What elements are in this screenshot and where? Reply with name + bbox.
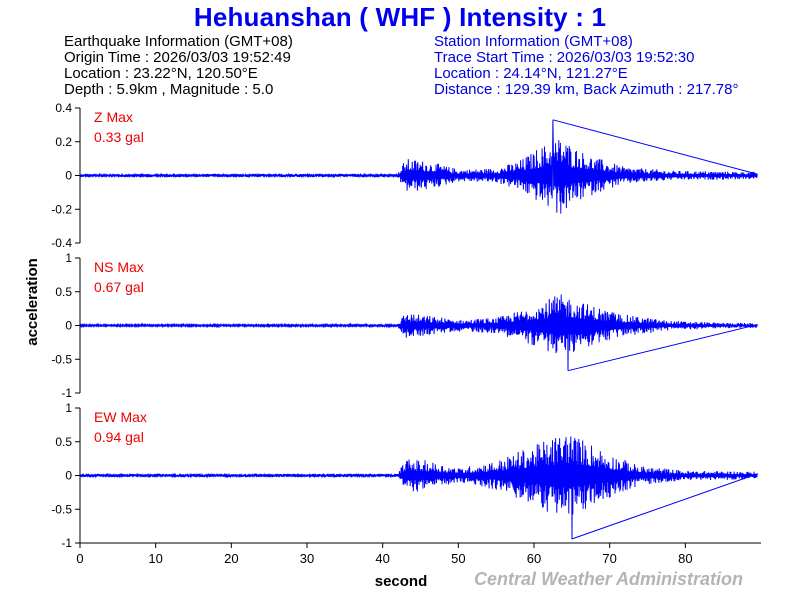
max-value-ew: 0.94 gal — [94, 429, 144, 445]
y-tick-label: 0 — [65, 319, 72, 333]
y-tick-label: -0.5 — [51, 352, 72, 366]
y-tick-label: 0 — [65, 469, 72, 483]
station-location: Location : 24.14°N, 121.27°E — [434, 65, 628, 82]
epicenter-location: Location : 23.22°N, 120.50°E — [64, 65, 258, 82]
x-tick-label: 20 — [224, 551, 238, 566]
agency-credit: Central Weather Administration — [474, 569, 744, 589]
waveform-trace-ew — [79, 436, 758, 540]
y-tick-label: -1 — [61, 386, 72, 400]
panel-z: 0.4 0.2 0 -0.2 -0.4 Z Max 0.33 gal — [51, 101, 758, 250]
earthquake-info-header: Earthquake Information (GMT+08) — [64, 33, 293, 50]
y-tick-label: -0.4 — [51, 236, 72, 250]
x-tick-label: 10 — [148, 551, 162, 566]
station-info: Station Information (GMT+08) Trace Start… — [434, 34, 739, 98]
y-tick-label: 1 — [65, 251, 72, 265]
y-tick-label: 1 — [65, 401, 72, 415]
depth-magnitude: Depth : 5.9km , Magnitude : 5.0 — [64, 81, 274, 98]
waveform-trace-ns — [79, 294, 758, 372]
y-tick-label: -0.2 — [51, 202, 72, 216]
max-label-z: Z Max — [94, 109, 133, 125]
y-tick-label: 0 — [65, 169, 72, 183]
y-tick-label: 0.5 — [55, 435, 72, 449]
max-label-ew: EW Max — [94, 409, 147, 425]
max-value-ns: 0.67 gal — [94, 279, 144, 295]
x-tick-label: 80 — [678, 551, 692, 566]
y-tick-label: -0.5 — [51, 502, 72, 516]
trace-start-time: Trace Start Time : 2026/03/03 19:52:30 — [434, 49, 695, 66]
x-axis: 0 10 20 30 40 50 60 70 80 second — [76, 542, 761, 590]
x-tick-label: 70 — [602, 551, 616, 566]
x-axis-label: second — [375, 573, 428, 590]
distance-azimuth: Distance : 129.39 km, Back Azimuth : 217… — [434, 81, 739, 98]
y-tick-label: 0.4 — [55, 101, 72, 115]
x-tick-label: 30 — [300, 551, 314, 566]
station-info-header: Station Information (GMT+08) — [434, 33, 633, 50]
x-tick-label: 60 — [527, 551, 541, 566]
y-axis-label: acceleration — [24, 258, 41, 346]
y-tick-label: 0.2 — [55, 135, 72, 149]
x-tick-label: 50 — [451, 551, 465, 566]
max-value-z: 0.33 gal — [94, 129, 144, 145]
panel-ns: 1 0.5 0 -0.5 -1 NS Max 0.67 gal — [51, 251, 758, 400]
y-tick-label: 0.5 — [55, 285, 72, 299]
y-tick-label: -1 — [61, 536, 72, 550]
x-tick-label: 0 — [76, 551, 83, 566]
earthquake-info: Earthquake Information (GMT+08) Origin T… — [64, 34, 293, 98]
x-tick-label: 40 — [375, 551, 389, 566]
panel-ew: 1 0.5 0 -0.5 -1 EW Max 0.94 gal — [51, 401, 758, 550]
waveform-trace-z — [79, 119, 758, 214]
chart-title: Hehuanshan ( WHF ) Intensity : 1 — [193, 2, 607, 32]
max-label-ns: NS Max — [94, 259, 144, 275]
origin-time: Origin Time : 2026/03/03 19:52:49 — [64, 49, 291, 66]
